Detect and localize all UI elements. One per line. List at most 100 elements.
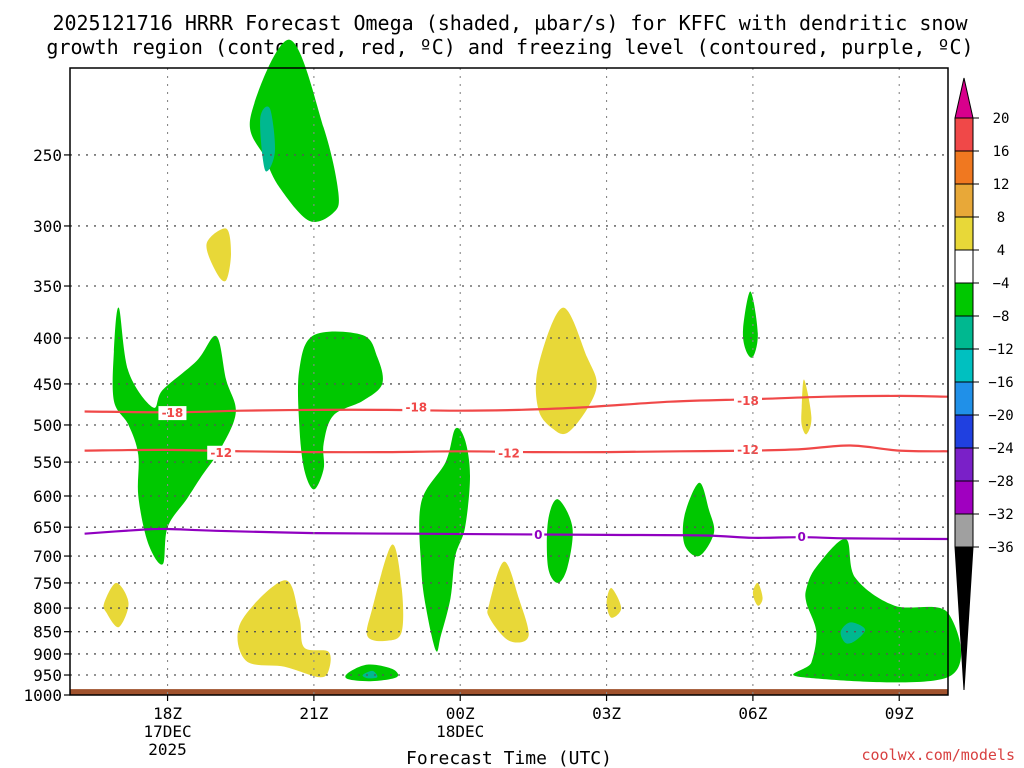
colorbar-label: −36 (988, 540, 1013, 556)
y-tick-label: 750 (33, 574, 62, 593)
colorbar-swatch (954, 282, 974, 317)
y-tick-label: 350 (33, 277, 62, 296)
omega-region (535, 307, 597, 435)
omega-region (682, 482, 715, 557)
y-tick-label: 650 (33, 518, 62, 537)
contour-label-bg (734, 393, 763, 408)
colorbar-label: −12 (988, 342, 1013, 358)
colorbar-swatch (954, 513, 974, 548)
y-tick-label: 250 (33, 146, 62, 165)
omega-region (752, 582, 763, 606)
chart-title-line-2: growth region (contoured, red, ºC) and f… (46, 35, 973, 59)
y-tick-label: 700 (33, 547, 62, 566)
y-tick-label: 500 (33, 416, 62, 435)
omega-region (801, 379, 812, 435)
colorbar-swatch (954, 381, 974, 416)
contour-label: 0 (797, 530, 805, 544)
contour-line (84, 394, 949, 414)
contour-label-bg (795, 530, 808, 545)
omega-region (742, 291, 758, 358)
contour-label: -18 (737, 394, 759, 408)
colorbar-swatch (954, 183, 974, 218)
colorbar-label: −8 (993, 309, 1010, 325)
colorbar-swatch (954, 480, 974, 515)
x-tick-label: 03Z (592, 704, 621, 723)
colorbar-label: 4 (997, 243, 1005, 259)
x-tick-label: 2025 (148, 740, 187, 759)
chart-title-line-1: 2025121716 HRRR Forecast Omega (shaded, … (52, 11, 968, 35)
colorbar-label: −24 (988, 441, 1013, 457)
credit-text[interactable]: coolwx.com/models (861, 746, 1015, 764)
contour-line (84, 527, 949, 541)
y-tick-label: 800 (33, 599, 62, 618)
contour-label: -12 (498, 447, 520, 461)
contour-label-bg (158, 406, 187, 421)
contour-line (84, 444, 949, 454)
terrain-surface (70, 689, 948, 695)
contour-label-bg (734, 442, 763, 457)
colorbar-label: 8 (997, 210, 1005, 226)
contour-label: -12 (737, 443, 759, 457)
colorbar-label: 20 (993, 111, 1010, 127)
contour-label-bg (207, 445, 236, 460)
y-tick-label: 1000 (23, 686, 62, 705)
plot-frame (69, 67, 949, 696)
y-tick-label: 300 (33, 217, 62, 236)
omega-region (419, 427, 470, 652)
colorbar-bottom-arrow (954, 546, 974, 691)
x-tick-label: 18Z (153, 704, 182, 723)
colorbar-swatch (954, 150, 974, 185)
omega-region (487, 561, 529, 643)
x-tick-label: 09Z (885, 704, 914, 723)
omega-region (362, 670, 378, 679)
x-axis-label: Forecast Time (UTC) (406, 748, 612, 768)
y-tick-label: 850 (33, 623, 62, 642)
omega-region (840, 622, 866, 644)
colorbar-label: 12 (993, 177, 1010, 193)
contour-label-bg (532, 527, 545, 542)
colorbar-swatch (954, 348, 974, 383)
colorbar-swatch (954, 249, 974, 284)
colorbar-label: −4 (993, 276, 1010, 292)
omega-region (237, 580, 331, 678)
omega-region (206, 228, 231, 282)
colorbar-swatch (954, 117, 974, 152)
contour-label-bg (495, 446, 523, 461)
colorbar-swatch (954, 315, 974, 350)
omega-region (112, 307, 236, 565)
axis-layer: 250 300 350 400 450 500 550 600 650 700 750 800 850 9… (23, 146, 914, 759)
omega-region (366, 544, 404, 642)
y-tick-label: 550 (33, 453, 62, 472)
contour-layer: -18 -18 -18 -12 -12 -12 0 0 (84, 393, 949, 545)
omega-region (546, 499, 573, 583)
y-tick-label: 950 (33, 666, 62, 685)
x-tick-label: 17DEC (143, 722, 191, 741)
omega-region (793, 538, 962, 683)
colorbar-top-arrow (954, 77, 974, 119)
colorbar: 20 16 12 8 4 −4 −8 −12 −16 −20 −24 −28 −32 −36 (954, 77, 1014, 691)
omega-region (249, 39, 339, 222)
colorbar-label: −16 (988, 375, 1013, 391)
x-tick-label: 06Z (738, 704, 767, 723)
y-tick-label: 600 (33, 487, 62, 506)
colorbar-label: −20 (988, 408, 1013, 424)
grid-layer (70, 68, 948, 695)
colorbar-swatch (954, 216, 974, 251)
colorbar-swatch (954, 447, 974, 482)
contour-label-bg (402, 400, 431, 415)
contour-label: -12 (210, 446, 232, 460)
y-tick-label: 900 (33, 645, 62, 664)
contour-label: -18 (405, 400, 427, 414)
y-tick-label: 400 (33, 329, 62, 348)
colorbar-label: −28 (988, 474, 1013, 490)
x-tick-label: 00Z (446, 704, 475, 723)
x-tick-label: 21Z (299, 704, 328, 723)
y-tick-label: 450 (33, 375, 62, 394)
omega-region (606, 588, 622, 618)
omega-region (103, 582, 129, 628)
colorbar-label: 16 (993, 144, 1010, 160)
contour-label: -18 (162, 406, 184, 420)
colorbar-label: −32 (988, 507, 1013, 523)
contour-label: 0 (534, 528, 542, 542)
